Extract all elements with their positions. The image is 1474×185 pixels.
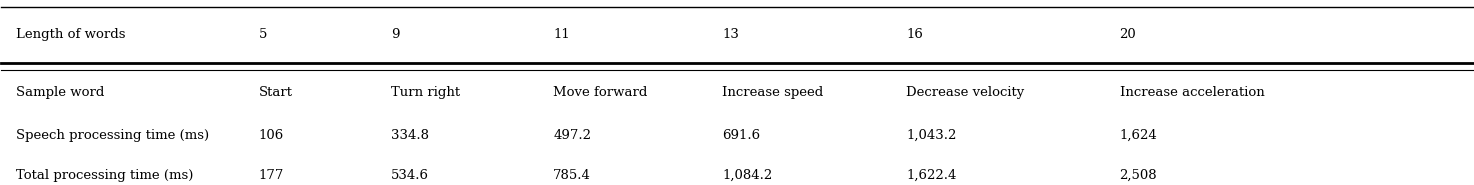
Text: Increase speed: Increase speed xyxy=(722,86,824,99)
Text: Total processing time (ms): Total processing time (ms) xyxy=(16,169,193,182)
Text: Start: Start xyxy=(259,86,293,99)
Text: 1,043.2: 1,043.2 xyxy=(907,129,957,142)
Text: 691.6: 691.6 xyxy=(722,129,761,142)
Text: Decrease velocity: Decrease velocity xyxy=(907,86,1024,99)
Text: Move forward: Move forward xyxy=(553,86,647,99)
Text: 20: 20 xyxy=(1120,28,1136,41)
Text: 1,624: 1,624 xyxy=(1120,129,1157,142)
Text: 177: 177 xyxy=(259,169,284,182)
Text: 11: 11 xyxy=(553,28,570,41)
Text: Sample word: Sample word xyxy=(16,86,105,99)
Text: Increase acceleration: Increase acceleration xyxy=(1120,86,1265,99)
Text: 534.6: 534.6 xyxy=(391,169,429,182)
Text: 785.4: 785.4 xyxy=(553,169,591,182)
Text: 1,084.2: 1,084.2 xyxy=(722,169,772,182)
Text: 13: 13 xyxy=(722,28,738,41)
Text: Length of words: Length of words xyxy=(16,28,125,41)
Text: 1,622.4: 1,622.4 xyxy=(907,169,957,182)
Text: 5: 5 xyxy=(259,28,267,41)
Text: 106: 106 xyxy=(259,129,284,142)
Text: Turn right: Turn right xyxy=(391,86,460,99)
Text: 9: 9 xyxy=(391,28,399,41)
Text: 334.8: 334.8 xyxy=(391,129,429,142)
Text: 16: 16 xyxy=(907,28,923,41)
Text: 2,508: 2,508 xyxy=(1120,169,1157,182)
Text: 497.2: 497.2 xyxy=(553,129,591,142)
Text: Speech processing time (ms): Speech processing time (ms) xyxy=(16,129,209,142)
